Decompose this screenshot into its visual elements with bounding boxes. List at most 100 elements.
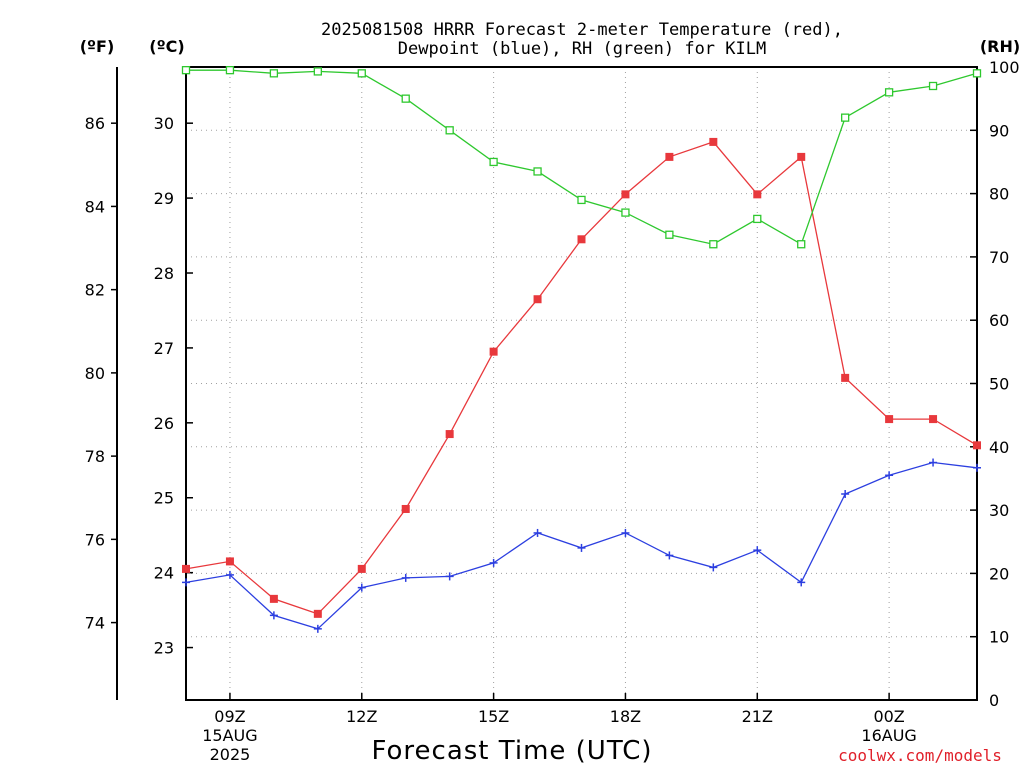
temperature-point bbox=[797, 152, 806, 161]
rh-point bbox=[533, 167, 542, 176]
temperature-point bbox=[973, 441, 981, 450]
axes: 23 24 25 26 27 28 29 30 74 76 78 80 82 84 86 0 10 20 30 40 5… bbox=[85, 58, 1020, 710]
rh-tick-label: 70 bbox=[989, 248, 1009, 267]
fahrenheit-tick-label: 86 bbox=[85, 114, 105, 133]
dewpoint-point bbox=[577, 543, 586, 552]
temperature-point bbox=[182, 564, 190, 573]
dewpoint-point bbox=[313, 624, 322, 633]
fahrenheit-tick-label: 74 bbox=[85, 614, 105, 633]
dewpoint-point bbox=[489, 558, 498, 567]
dewpoint-point bbox=[929, 458, 938, 467]
temperature-point bbox=[665, 152, 674, 161]
temperature-point bbox=[269, 594, 278, 603]
temperature-point bbox=[533, 295, 542, 304]
dewpoint-point bbox=[357, 583, 366, 592]
rh-tick-label: 20 bbox=[989, 564, 1009, 583]
rh-point bbox=[181, 66, 191, 75]
dewpoint-point bbox=[533, 528, 542, 537]
dewpoint-point bbox=[753, 546, 762, 555]
rh-unit-label: (RH) bbox=[980, 37, 1020, 56]
fahrenheit-tick-label: 76 bbox=[85, 530, 105, 549]
x-tick-label: 15AUG bbox=[202, 726, 257, 745]
celsius-tick-label: 24 bbox=[154, 564, 174, 583]
rh-point bbox=[797, 240, 806, 249]
temperature-point bbox=[753, 190, 762, 199]
rh-point bbox=[621, 208, 630, 217]
chart-title-line1: 2025081508 HRRR Forecast 2-meter Tempera… bbox=[321, 20, 843, 40]
dewpoint-point bbox=[841, 489, 850, 498]
fahrenheit-tick-label: 82 bbox=[85, 281, 105, 300]
rh-point bbox=[577, 195, 586, 205]
x-tick-label: 2025 bbox=[210, 745, 251, 764]
x-axis-label: Forecast Time (UTC) bbox=[371, 736, 652, 766]
temperature-point bbox=[401, 504, 410, 513]
dewpoint-point bbox=[621, 528, 630, 537]
celsius-tick-label: 28 bbox=[154, 264, 174, 283]
rh-point bbox=[401, 94, 410, 103]
dewpoint-point bbox=[797, 578, 806, 587]
temperature-point bbox=[225, 557, 234, 566]
rh-point bbox=[445, 126, 454, 135]
celsius-tick-label: 26 bbox=[154, 414, 174, 433]
rh-point bbox=[665, 230, 674, 239]
rh-point bbox=[709, 240, 718, 249]
fahrenheit-unit-label: (ºF) bbox=[80, 37, 115, 56]
celsius-tick-label: 25 bbox=[154, 489, 174, 508]
temperature-point bbox=[885, 415, 894, 424]
temperature-point bbox=[621, 190, 630, 199]
rh-tick-label: 50 bbox=[989, 375, 1009, 394]
x-tick-label: 16AUG bbox=[861, 726, 916, 745]
rh-tick-label: 90 bbox=[989, 121, 1009, 140]
rh-tick-label: 10 bbox=[989, 628, 1009, 647]
dewpoint-point bbox=[445, 572, 454, 581]
fahrenheit-tick-label: 78 bbox=[85, 447, 105, 466]
temperature-point bbox=[313, 609, 322, 618]
rh-tick-label: 0 bbox=[989, 691, 999, 710]
rh-tick-label: 80 bbox=[989, 185, 1009, 204]
temperature-point bbox=[929, 415, 938, 424]
dewpoint-point bbox=[225, 570, 234, 579]
grid-lines bbox=[186, 67, 977, 700]
rh-tick-label: 30 bbox=[989, 501, 1009, 520]
dewpoint-point bbox=[665, 551, 674, 560]
rh-point bbox=[928, 81, 938, 91]
rh-point bbox=[489, 157, 498, 167]
rh-tick-label: 100 bbox=[989, 58, 1020, 77]
x-tick-label: 00Z bbox=[873, 707, 904, 726]
dewpoint-point bbox=[885, 471, 894, 480]
temperature-line bbox=[185, 141, 978, 615]
x-tick-label: 12Z bbox=[346, 707, 377, 726]
rh-point bbox=[225, 66, 235, 75]
chart-title-line2: Dewpoint (blue), RH (green) for KILM bbox=[398, 39, 766, 59]
x-tick-label: 15Z bbox=[478, 707, 509, 726]
x-tick-label: 21Z bbox=[742, 707, 773, 726]
rh-point bbox=[313, 67, 322, 76]
dewpoint-point bbox=[269, 611, 278, 620]
rh-point bbox=[269, 69, 279, 78]
celsius-tick-label: 30 bbox=[154, 114, 174, 133]
temperature-point bbox=[841, 373, 850, 382]
fahrenheit-tick-label: 84 bbox=[85, 197, 105, 216]
temperature-point bbox=[577, 235, 586, 244]
x-tick-label: 18Z bbox=[610, 707, 641, 726]
rh-point bbox=[357, 69, 366, 78]
temperature-point bbox=[709, 137, 718, 146]
dewpoint-point bbox=[709, 563, 718, 572]
celsius-tick-label: 29 bbox=[154, 189, 174, 208]
rh-tick-label: 60 bbox=[989, 311, 1009, 330]
dewpoint-point bbox=[182, 578, 190, 587]
credit-text: coolwx.com/models bbox=[838, 746, 1002, 765]
dewpoint-point bbox=[401, 573, 410, 582]
temperature-point bbox=[357, 564, 366, 573]
rh-point bbox=[841, 113, 850, 122]
rh-point bbox=[972, 69, 982, 78]
x-tick-label: 09Z bbox=[214, 707, 245, 726]
rh-point bbox=[884, 88, 894, 97]
fahrenheit-tick-label: 80 bbox=[85, 364, 105, 383]
rh-tick-label: 40 bbox=[989, 438, 1009, 457]
rh-line bbox=[186, 69, 978, 246]
data-series bbox=[181, 66, 982, 633]
temperature-point bbox=[445, 430, 454, 439]
